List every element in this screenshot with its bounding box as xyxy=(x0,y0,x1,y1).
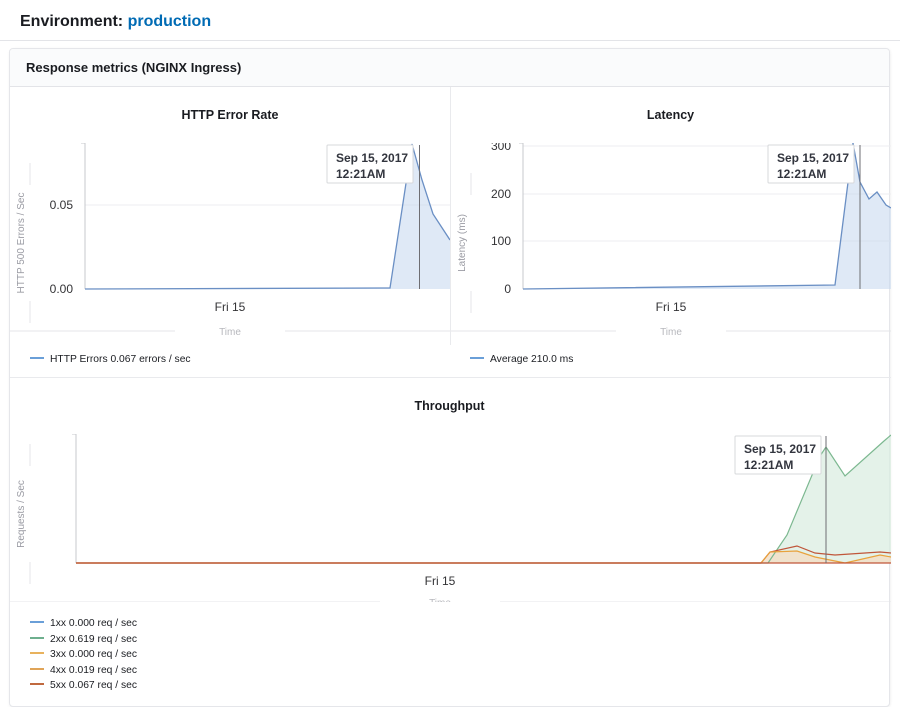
svg-text:12:21AM: 12:21AM xyxy=(336,167,385,181)
svg-text:200: 200 xyxy=(491,187,511,201)
svg-text:Sep 15, 2017: Sep 15, 2017 xyxy=(777,151,849,165)
svg-text:Requests / Sec: Requests / Sec xyxy=(16,480,27,548)
svg-text:300: 300 xyxy=(491,143,511,153)
svg-text:Fri 15: Fri 15 xyxy=(425,574,456,588)
svg-text:Fri 15: Fri 15 xyxy=(215,300,246,314)
svg-text:Time: Time xyxy=(660,327,682,338)
svg-text:0.00: 0.00 xyxy=(50,282,74,296)
svg-text:Fri 15: Fri 15 xyxy=(656,300,687,314)
svg-text:0: 0 xyxy=(504,282,511,296)
svg-text:12:21AM: 12:21AM xyxy=(777,167,826,181)
svg-text:Sep 15, 2017: Sep 15, 2017 xyxy=(336,151,408,165)
svg-text:Time: Time xyxy=(219,327,241,338)
svg-text:0.05: 0.05 xyxy=(50,198,74,212)
svg-text:Latency (ms): Latency (ms) xyxy=(457,214,468,272)
svg-text:Sep 15, 2017: Sep 15, 2017 xyxy=(744,442,816,456)
svg-text:12:21AM: 12:21AM xyxy=(744,458,793,472)
svg-text:100: 100 xyxy=(491,234,511,248)
svg-text:HTTP 500 Errors / Sec: HTTP 500 Errors / Sec xyxy=(16,193,27,294)
